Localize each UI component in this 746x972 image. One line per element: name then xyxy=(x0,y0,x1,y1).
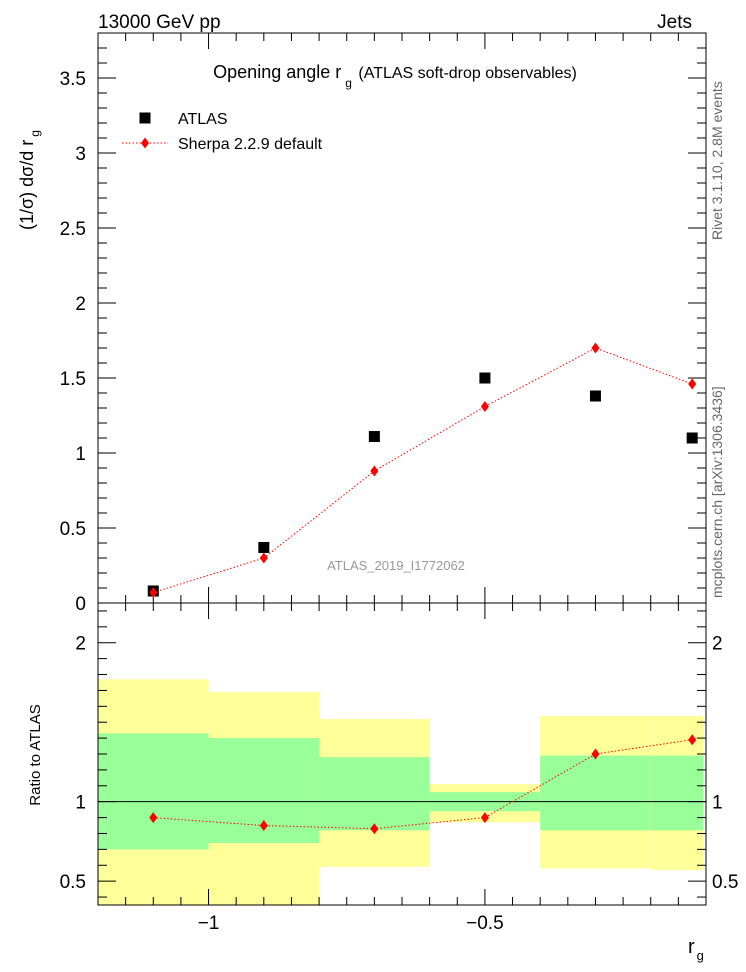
diamond-marker xyxy=(149,587,158,598)
side-labels: Rivet 3.1.10, 2.8M events mcplots.cern.c… xyxy=(709,81,725,598)
y-tick-label: 1.5 xyxy=(60,369,86,390)
ratio-band-green xyxy=(319,757,430,831)
y-tick-label-right: 2 xyxy=(712,634,723,655)
square-marker xyxy=(139,112,151,124)
legend-label-sherpa: Sherpa 2.2.9 default xyxy=(178,136,323,153)
y-tick-label: 0.5 xyxy=(60,872,86,893)
diamond-marker xyxy=(688,378,697,390)
diamond-marker xyxy=(480,812,489,824)
legend-label-atlas: ATLAS xyxy=(178,111,228,128)
y-tick-label: 2 xyxy=(75,634,86,655)
x-tick-label: −1 xyxy=(198,913,220,934)
main-title-text: Opening angle r xyxy=(213,62,341,82)
main-data-marks xyxy=(147,342,698,598)
ratio-band-green xyxy=(98,733,209,850)
y-tick-label: 1 xyxy=(75,444,86,465)
main-ylabel-text: (1/σ) dσ/d r xyxy=(17,140,37,230)
main-title-subscript: g xyxy=(345,76,352,90)
main-title: Opening angle r g (ATLAS soft-drop observ… xyxy=(213,62,577,90)
legend: ATLAS Sherpa 2.2.9 default xyxy=(122,111,323,153)
y-tick-label-right: 0.5 xyxy=(712,872,738,893)
main-title-rest: (ATLAS soft-drop observables) xyxy=(354,65,577,82)
diamond-marker xyxy=(370,465,379,477)
energy-label: 13000 GeV pp xyxy=(98,12,221,33)
y-tick-label: 0.5 xyxy=(60,519,86,540)
ratio-data-marks xyxy=(98,734,706,835)
y-tick-label: 0 xyxy=(75,594,86,615)
diamond-marker xyxy=(259,820,268,832)
y-tick-label-right: 1 xyxy=(712,793,723,814)
x-tick-label: −0.5 xyxy=(466,913,504,934)
diamond-marker xyxy=(591,342,600,354)
x-axis-label-text: r xyxy=(688,936,695,958)
main-ylabel: (1/σ) dσ/d r g xyxy=(17,130,42,230)
square-marker xyxy=(589,390,601,402)
square-marker xyxy=(686,432,698,444)
y-tick-label: 2 xyxy=(75,294,86,315)
square-marker xyxy=(258,542,270,553)
main-axis-ticks: 0 0.5 1 1.5 2 2.5 3 3.5 xyxy=(60,32,707,615)
ratio-series-line xyxy=(153,739,693,830)
square-marker xyxy=(368,431,380,442)
watermark: ATLAS_2019_I1772062 xyxy=(327,558,465,573)
ratio-band-green xyxy=(540,755,651,831)
diamond-marker xyxy=(149,812,158,824)
y-tick-label: 3 xyxy=(75,144,86,165)
diamond-marker xyxy=(141,137,149,149)
header: 13000 GeV pp Jets xyxy=(98,12,692,33)
y-tick-label: 3.5 xyxy=(60,69,86,90)
main-ylabel-subscript: g xyxy=(28,130,42,137)
ratio-uncertainty-bands xyxy=(98,679,704,905)
diamond-marker xyxy=(480,401,489,412)
y-tick-label: 2.5 xyxy=(60,219,86,240)
x-axis-label-subscript: g xyxy=(697,948,704,963)
diamond-marker xyxy=(370,823,379,835)
mcplots-label: mcplots.cern.ch [arXiv:1306.3436] xyxy=(709,386,725,598)
diamond-marker xyxy=(591,748,600,760)
ratio-ylabel: Ratio to ATLAS xyxy=(27,704,44,805)
main-panel: Opening angle r g (ATLAS soft-drop observ… xyxy=(17,32,707,615)
diamond-marker xyxy=(688,734,697,746)
series-line-sherpa xyxy=(153,347,693,593)
rivet-label: Rivet 3.1.10, 2.8M events xyxy=(709,81,725,240)
ratio-band-green xyxy=(650,755,704,831)
square-marker xyxy=(479,372,491,384)
y-tick-label: 1 xyxy=(75,793,86,814)
diamond-marker xyxy=(259,552,268,564)
category-label: Jets xyxy=(657,12,692,33)
